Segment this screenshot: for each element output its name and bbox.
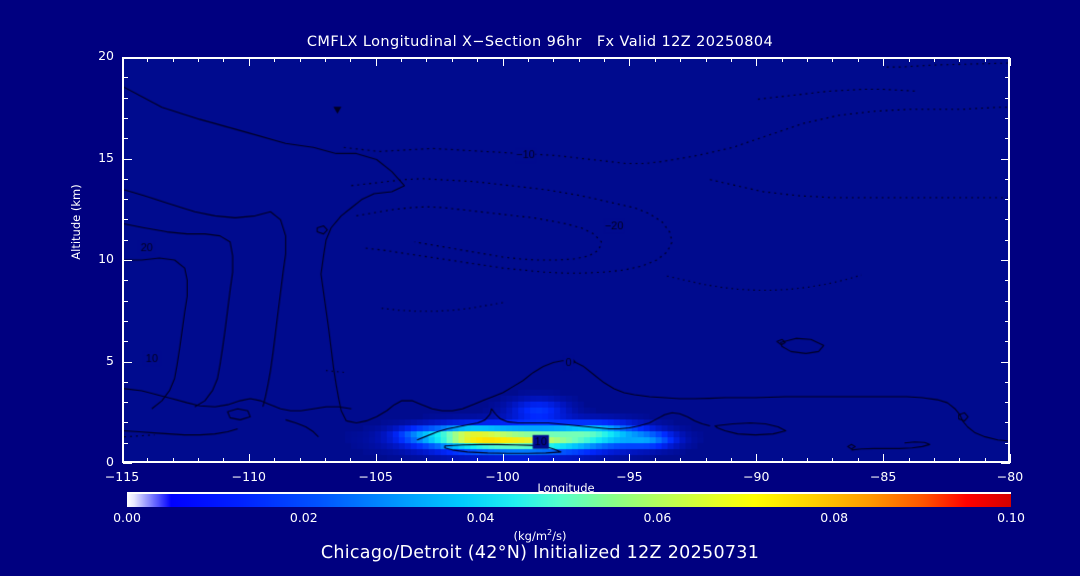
axis-tick <box>1001 463 1010 464</box>
colorbar-tick-label: 0.04 <box>466 510 495 525</box>
plot-area <box>122 57 1010 463</box>
axis-tick <box>123 463 132 464</box>
y-tick-label: 10 <box>98 251 114 266</box>
figure-footer: Chicago/Detroit (42°N) Initialized 12Z 2… <box>320 543 760 563</box>
colorbar-tick-label: 0.00 <box>113 510 141 525</box>
axis-tick <box>1010 58 1011 66</box>
colorbar <box>127 492 1011 507</box>
y-tick-label: 15 <box>98 149 114 165</box>
colorbar-tick-label: 0.10 <box>997 510 1025 525</box>
colorbar-tick-label: 0.06 <box>643 510 672 525</box>
x-axis-label: Longitude <box>537 481 595 495</box>
colorbar-tick-label: 0.02 <box>289 510 318 525</box>
colorbar-gradient <box>127 494 1011 507</box>
y-tick-label: 5 <box>106 352 114 368</box>
figure-title: CMFLX Longitudinal X−Section 96hr Fx Val… <box>306 34 774 50</box>
colorbar-tick-label: 0.08 <box>820 510 849 525</box>
axis-tick <box>1010 454 1011 463</box>
cross-section-canvas <box>124 59 1008 461</box>
y-axis-label: Altitude (km) <box>69 184 83 260</box>
y-tick-label: 0 <box>106 454 114 469</box>
y-tick-label: 20 <box>98 48 114 63</box>
colorbar-top-rule <box>127 492 1011 494</box>
colorbar-units-label: (kg/m2/s) <box>513 528 567 543</box>
